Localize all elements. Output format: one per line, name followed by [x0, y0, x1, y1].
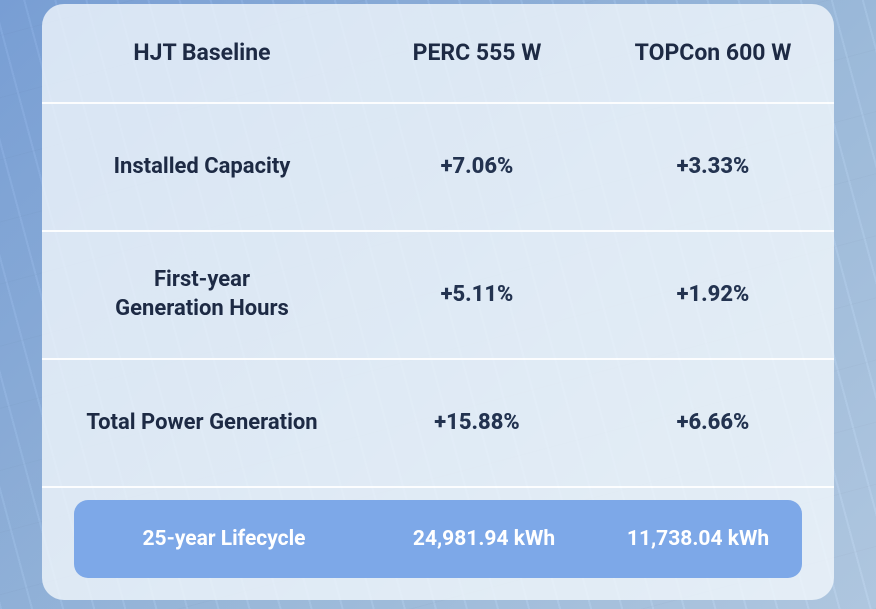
table-row: First-year Generation Hours +5.11% +1.92…: [42, 232, 834, 360]
table-row: Installed Capacity +7.06% +3.33%: [42, 104, 834, 232]
col-header-baseline: HJT Baseline: [42, 38, 362, 68]
row-label-line1: First-year: [154, 266, 250, 295]
footer-label: 25-year Lifecycle: [74, 527, 374, 551]
row-label-installed-capacity: Installed Capacity: [42, 153, 362, 182]
row-label-total-generation: Total Power Generation: [42, 409, 362, 438]
table-row: Total Power Generation +15.88% +6.66%: [42, 360, 834, 488]
col-header-topcon: TOPCon 600 W: [592, 38, 834, 68]
cell-topcon-installed: +3.33%: [592, 153, 834, 182]
footer-topcon-value: 11,738.04 kWh: [594, 527, 802, 551]
cell-topcon-total: +6.66%: [592, 409, 834, 438]
footer-perc-value: 24,981.94 kWh: [374, 527, 594, 551]
cell-perc-installed: +7.06%: [362, 153, 592, 182]
col-header-perc: PERC 555 W: [362, 38, 592, 68]
row-label-first-year-hours: First-year Generation Hours: [42, 266, 362, 323]
comparison-card: HJT Baseline PERC 555 W TOPCon 600 W Ins…: [42, 4, 834, 600]
cell-perc-total: +15.88%: [362, 409, 592, 438]
cell-perc-first-year: +5.11%: [362, 281, 592, 310]
lifecycle-footer: 25-year Lifecycle 24,981.94 kWh 11,738.0…: [74, 500, 802, 578]
row-label-line2: Generation Hours: [115, 295, 289, 324]
cell-topcon-first-year: +1.92%: [592, 281, 834, 310]
table-header-row: HJT Baseline PERC 555 W TOPCon 600 W: [42, 4, 834, 104]
